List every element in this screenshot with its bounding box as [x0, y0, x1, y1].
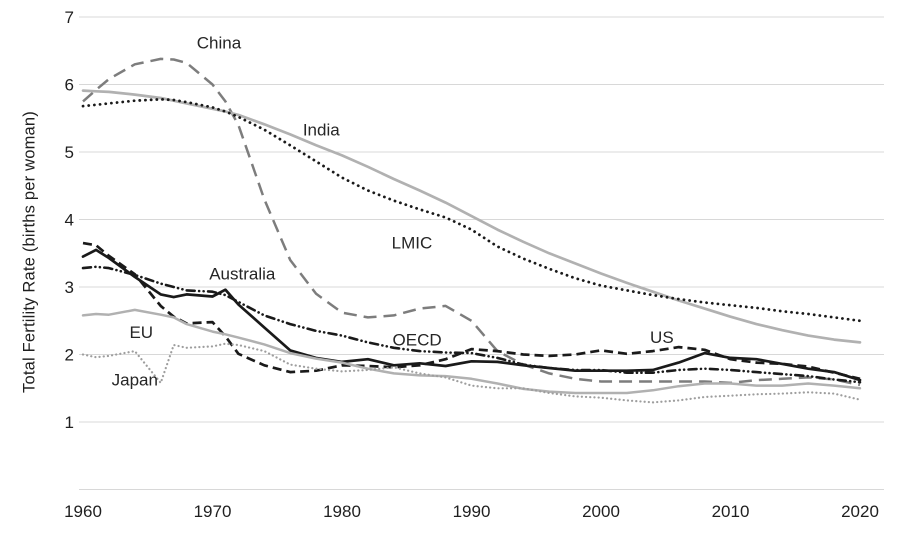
series-line-lmic: [81, 97, 862, 323]
series-line-oecd: [81, 265, 862, 384]
x-tick-label: 2020: [841, 502, 879, 521]
y-tick-label: 1: [65, 413, 74, 432]
y-tick-label: 5: [65, 143, 74, 162]
x-tick-label: 2000: [582, 502, 620, 521]
y-axis-title: Total Fertility Rate (births per woman): [20, 111, 39, 393]
series-label-oecd: OECD: [393, 331, 442, 350]
x-tick-label: 1970: [194, 502, 232, 521]
y-tick-label: 7: [65, 8, 74, 27]
series-label-india: India: [303, 121, 340, 140]
series-label-lmic: LMIC: [392, 233, 433, 252]
series-line-japan: [81, 342, 862, 404]
series-label-eu: EU: [129, 323, 153, 342]
series-line-china: [82, 57, 861, 387]
x-tick-label: 1960: [64, 502, 102, 521]
x-tick-label: 1980: [323, 502, 361, 521]
series-label-china: China: [197, 34, 242, 53]
y-tick-label: 4: [65, 211, 74, 230]
x-tick-label: 2010: [712, 502, 750, 521]
y-tick-label: 3: [65, 278, 74, 297]
x-tick-label: 1990: [453, 502, 491, 521]
y-tick-label: 2: [65, 346, 74, 365]
series-label-japan: Japan: [112, 370, 158, 389]
series-label-australia: Australia: [209, 265, 276, 284]
series-line-india: [81, 89, 862, 344]
y-tick-label: 6: [65, 76, 74, 95]
series-label-us: US: [650, 328, 674, 347]
